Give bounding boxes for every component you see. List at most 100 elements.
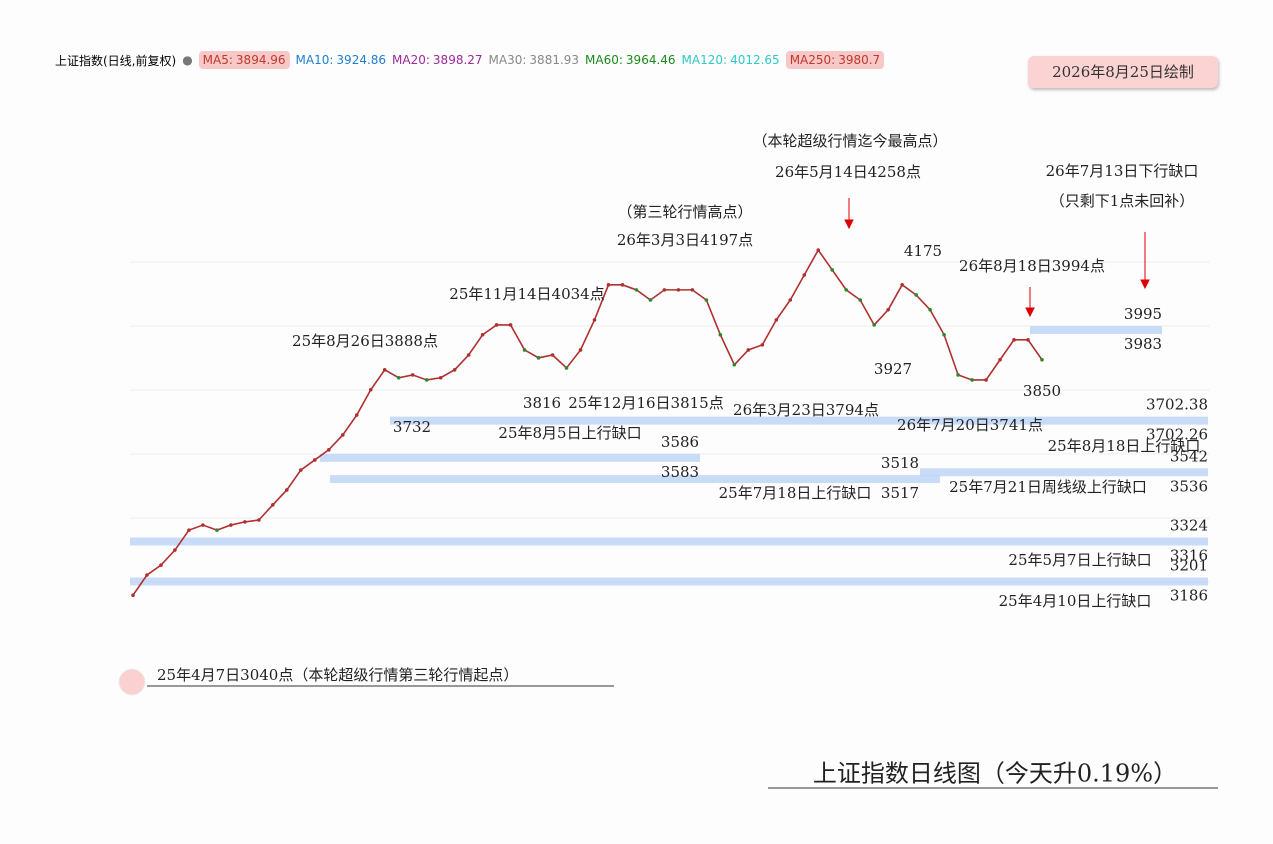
price-point <box>452 368 457 372</box>
annotation: 26年8月18日3994点 <box>959 257 1105 275</box>
price-point <box>173 548 177 552</box>
price-point <box>1012 338 1016 342</box>
gap-band <box>330 475 940 484</box>
band-high-label: 3542 <box>1170 447 1208 465</box>
price-point <box>382 368 387 372</box>
legend-item: MA60: 3964.46 <box>585 53 676 67</box>
price-point <box>928 307 932 312</box>
price-point <box>438 375 443 380</box>
price-point <box>984 378 988 382</box>
price-point <box>690 288 695 292</box>
price-point <box>508 323 513 327</box>
price-point <box>354 413 359 417</box>
legend-value: 3964.46 <box>625 53 676 67</box>
price-label: 3816 <box>523 394 561 412</box>
price-point <box>326 448 331 452</box>
gap-band <box>1030 326 1162 335</box>
band-high-label: 3518 <box>881 454 919 472</box>
price-point <box>998 357 1002 362</box>
price-point <box>900 283 904 287</box>
price-point <box>494 323 499 327</box>
price-point <box>243 520 247 524</box>
legend-item: MA20: 3898.27 <box>392 53 483 67</box>
price-point <box>858 298 862 302</box>
price-point <box>774 318 779 322</box>
price-point <box>872 323 876 327</box>
price-point <box>1026 338 1030 342</box>
annotation: 25年8月26日3888点 <box>292 332 438 350</box>
price-point <box>732 362 737 367</box>
gap-band <box>130 577 1208 586</box>
price-point <box>886 307 890 312</box>
legend-item: MA10: 3924.86 <box>296 53 387 67</box>
gap-band <box>320 453 700 462</box>
price-point <box>159 563 163 568</box>
legend-value: 3881.93 <box>529 53 580 67</box>
band-high-label: 3201 <box>1170 556 1208 574</box>
price-point <box>606 283 611 287</box>
price-point <box>970 378 974 382</box>
date-stamp: 2026年8月25日绘制 <box>1028 56 1218 88</box>
price-point <box>145 573 149 577</box>
chart-title: 上证指数日线图（今天升0.19%） <box>813 760 1177 788</box>
band-high-label: 3995 <box>1124 305 1162 323</box>
price-point <box>522 348 527 352</box>
price-line <box>132 248 1043 596</box>
legend-label: MA120: <box>681 53 728 67</box>
annotation: 26年3月23日3794点 <box>733 401 879 419</box>
gap-band <box>920 468 1208 477</box>
annotation: （只剩下1点未回补） <box>1050 192 1195 210</box>
legend-value: 3898.27 <box>432 53 483 67</box>
price-point <box>424 378 429 382</box>
annotation: 26年5月14日4258点 <box>775 163 921 181</box>
annotation: 26年7月20日3741点 <box>897 416 1043 434</box>
price-point <box>942 332 946 337</box>
legend-label: MA250: <box>789 53 836 67</box>
band-high-label: 3586 <box>661 433 699 451</box>
annotation: 25年7月21日周线级上行缺口 <box>949 478 1147 496</box>
price-point <box>802 273 807 277</box>
legend-value: 3894.96 <box>235 53 286 67</box>
price-point <box>187 528 191 532</box>
annotation: 25年11月14日4034点 <box>449 285 604 303</box>
band-low-label: 3186 <box>1170 586 1208 604</box>
price-point <box>592 318 597 322</box>
legend-label: MA20: <box>392 53 430 67</box>
price-point <box>271 503 275 507</box>
band-high-label: 3702.38 <box>1146 396 1208 414</box>
price-point <box>662 288 667 292</box>
legend-item: MA5: 3894.96 <box>198 51 290 69</box>
price-point <box>620 283 625 287</box>
legend-value: 4012.65 <box>730 53 780 67</box>
annotation: 25年4月10日上行缺口 <box>999 592 1152 610</box>
index-name: 上证指数(日线,前复权) <box>55 53 177 68</box>
annotation: 26年3月3日4197点 <box>617 231 753 249</box>
price-point <box>564 366 569 370</box>
price-point <box>830 268 835 272</box>
price-point <box>340 433 345 437</box>
annotation: 25年12月16日3815点 <box>568 394 723 412</box>
legend-label: MA60: <box>585 53 623 67</box>
price-point <box>648 298 653 302</box>
price-point <box>676 288 681 292</box>
annotation: （本轮超级行情迄今最高点） <box>752 132 947 150</box>
legend-item: MA120: 4012.65 <box>682 53 780 67</box>
annotation: 25年4月7日3040点（本轮超级行情第三轮行情起点） <box>157 666 518 684</box>
legend-item: MA250: 3980.7 <box>785 51 885 69</box>
band-high-label: 3324 <box>1170 516 1208 534</box>
legend-label: MA10: <box>295 53 334 67</box>
band-low-label: 3983 <box>1124 335 1162 353</box>
annotation: 26年7月13日下行缺口 <box>1046 162 1199 180</box>
price-point <box>131 593 135 598</box>
price-point <box>956 373 960 377</box>
annotation: 25年8月5日上行缺口 <box>498 424 641 442</box>
band-low-label: 3517 <box>881 484 919 502</box>
price-point <box>201 523 205 527</box>
annotation: （第三轮行情高点） <box>617 203 752 221</box>
legend-label: MA30: <box>488 53 527 67</box>
legend-icon: ● <box>182 53 193 67</box>
price-point <box>914 293 918 297</box>
annotation: 25年8月18日上行缺口 <box>1048 437 1201 455</box>
